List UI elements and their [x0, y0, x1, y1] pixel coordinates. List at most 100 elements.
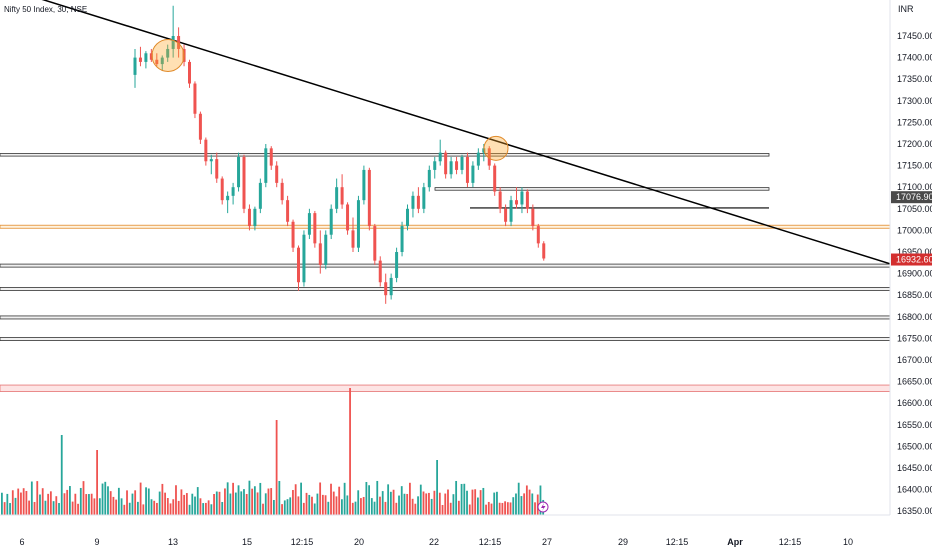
volume-bar	[493, 492, 496, 515]
volume-bar	[452, 494, 455, 515]
volume-bar	[365, 481, 368, 515]
volume-bar	[156, 502, 158, 515]
volume-bar	[283, 500, 286, 515]
volume-bar	[28, 500, 30, 515]
candle-body	[231, 187, 235, 196]
price-axis-label: 16950.00	[897, 247, 932, 257]
volume-bar	[316, 493, 319, 515]
volume-bar	[202, 503, 205, 515]
volume-bar	[302, 502, 305, 515]
volume-bar	[289, 497, 292, 515]
volume-bar	[172, 499, 175, 515]
volume-bar	[30, 481, 33, 515]
candle-body	[416, 195, 420, 209]
candle-body	[493, 165, 497, 192]
volume-bar	[259, 482, 262, 515]
volume-bar	[332, 491, 335, 515]
candle-body	[389, 277, 393, 296]
volume-bar	[370, 498, 373, 515]
volume-bar	[85, 494, 88, 515]
volume-bar	[79, 487, 82, 515]
volume-bar	[104, 481, 107, 515]
volume-bar	[142, 504, 145, 515]
volume-bar	[297, 496, 300, 515]
candle-body	[460, 156, 464, 170]
volume-bar	[107, 486, 109, 515]
volume-bar	[71, 501, 74, 515]
candle-body	[171, 36, 175, 49]
volume-bar	[256, 492, 259, 515]
time-axis[interactable]: 6 9 13 15 12:15 20 22 12:15 27 29 12:15 Apr 12:15 10	[19, 537, 853, 547]
level-zone	[434, 187, 770, 191]
candle-body	[313, 213, 317, 244]
volume-bar	[47, 493, 50, 515]
candle-body	[465, 156, 469, 183]
price-tag-bg	[891, 191, 932, 204]
volume-bar	[273, 499, 275, 515]
volume-bar	[343, 482, 346, 515]
volume-bar	[438, 492, 441, 515]
volume-bar	[109, 491, 112, 515]
candle-body	[340, 187, 344, 205]
candle-body	[220, 178, 224, 201]
volume-bar	[22, 488, 25, 515]
volume-bar	[411, 498, 414, 515]
volume-bar	[36, 481, 39, 515]
volume-bar	[69, 486, 71, 515]
volume-bar	[60, 435, 63, 515]
candle-body	[237, 156, 241, 188]
volume-bar	[164, 492, 166, 515]
volume-bar	[474, 489, 477, 515]
volume-bar	[232, 482, 234, 515]
candle-body	[188, 61, 191, 84]
volume-bar	[88, 494, 90, 515]
price-tag-label: 17076.90	[896, 192, 932, 202]
price-axis-label: 17450.00	[897, 31, 932, 41]
candle-body	[133, 57, 137, 75]
volume-bar	[354, 501, 357, 515]
volume-bar	[506, 502, 509, 515]
price-axis[interactable]: 17450.00 17400.00 17350.00 17300.00 17250.00…	[897, 31, 932, 516]
candle-body	[384, 282, 388, 296]
volume-bar	[52, 501, 55, 515]
lightning-icon[interactable]	[537, 501, 549, 513]
volume-bar	[253, 486, 256, 515]
volume-bar	[210, 504, 213, 515]
candle-body	[427, 169, 431, 188]
price-tags: 17076.90 16932.60	[891, 191, 932, 266]
time-axis-label: 22	[429, 537, 439, 547]
price-axis-label: 16500.00	[897, 441, 932, 451]
volume-bar	[243, 489, 245, 515]
volume-bar	[191, 493, 194, 515]
volume-bar	[400, 486, 403, 515]
candle-body	[351, 230, 355, 248]
volume-bar	[180, 489, 183, 515]
level-zone	[0, 287, 891, 291]
price-axis-label: 16850.00	[897, 290, 932, 300]
volume-bar	[525, 485, 528, 515]
volume-bar	[349, 388, 351, 515]
volume-bar	[308, 494, 311, 515]
volume-bar	[213, 494, 215, 515]
candle-body	[242, 156, 246, 209]
volume-bar	[341, 499, 343, 515]
level-zone	[0, 337, 891, 341]
price-axis-label: 17000.00	[897, 225, 932, 235]
level-zone	[0, 153, 770, 157]
candle-body	[411, 195, 415, 209]
volume-bar	[3, 502, 6, 515]
price-axis-label: 16700.00	[897, 355, 932, 365]
volume-bar	[479, 490, 482, 515]
volume-bar	[357, 490, 360, 515]
volume-bar	[169, 503, 172, 515]
volume-bar	[82, 481, 85, 515]
volume-bar	[428, 492, 430, 515]
volume-bar	[294, 484, 297, 515]
candle-body	[455, 161, 459, 170]
candle-body	[297, 247, 300, 283]
volume-bar	[449, 502, 452, 515]
volume-bar	[398, 495, 400, 515]
candle-body	[198, 113, 202, 140]
volume-bar	[63, 493, 66, 515]
price-axis-label: 17050.00	[897, 204, 932, 214]
